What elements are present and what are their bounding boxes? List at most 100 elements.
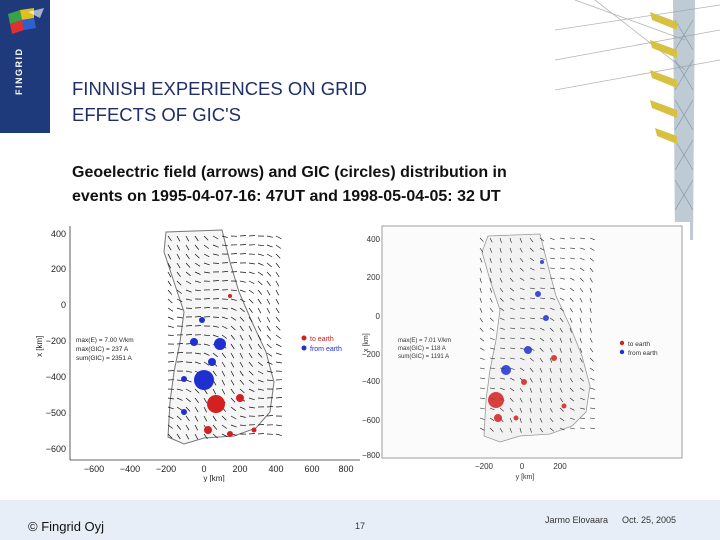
field-arrow [167,415,174,420]
field-arrow [489,357,495,360]
field-arrow [479,337,485,342]
field-arrow [275,235,282,240]
field-arrow [529,397,532,403]
field-arrow [203,235,209,241]
field-arrow [539,357,543,363]
field-arrow [539,337,545,342]
x-tick: 600 [304,464,319,474]
field-arrow [499,357,506,359]
field-arrow [539,327,545,331]
field-arrow [176,235,181,242]
field-arrow [559,277,565,280]
field-arrow [569,317,573,323]
field-arrow [509,347,516,349]
field-arrow [529,237,534,243]
field-arrow [167,298,173,304]
field-arrow [185,253,190,260]
field-arrow [212,334,219,338]
field-arrow [221,244,228,247]
field-arrow [257,334,262,341]
field-arrow [203,334,211,337]
field-arrow [230,262,238,264]
field-arrow [479,327,484,332]
field-arrow [589,397,595,400]
field-arrow [275,343,282,348]
field-arrow [489,267,492,273]
fingrid-flag-logo-icon: FINGRID [8,8,44,95]
field-arrow [176,415,182,421]
x-tick: 200 [232,464,247,474]
field-arrow [176,406,183,411]
field-arrow [185,262,191,268]
field-arrow [479,237,484,242]
field-arrow [499,427,503,433]
field-arrow [589,367,595,372]
field-arrow [176,352,184,354]
legend-from-earth: from earth [310,346,342,353]
field-arrow [559,427,565,431]
field-arrow [266,334,272,340]
field-arrow [579,307,583,313]
field-arrow [275,334,282,339]
field-arrow [509,327,516,329]
field-arrow [185,271,191,277]
field-arrow [230,379,235,386]
field-arrow [275,289,280,296]
field-arrow [230,361,235,368]
field-arrow [248,262,255,265]
field-arrow [529,407,532,413]
field-arrow [549,327,554,332]
field-arrow [221,433,228,438]
field-arrow [539,307,545,310]
x-tick: −200 [475,462,494,471]
footer-bar [0,500,720,540]
field-arrow [489,237,493,243]
field-arrow [569,327,572,333]
field-arrow [579,257,585,261]
field-arrow [176,307,183,311]
field-arrow [275,253,281,259]
x-tick: 0 [201,464,206,474]
field-arrow [529,267,535,271]
field-arrow [266,370,273,373]
field-arrow [275,388,283,390]
y-tick: 200 [51,264,66,274]
field-arrow [559,247,566,249]
field-arrow [499,267,502,273]
field-arrow [230,415,237,420]
field-arrow [257,361,263,367]
field-arrow [529,387,533,393]
y-axis-label: x [km] [35,336,44,357]
field-arrow [239,424,247,427]
field-arrow [569,387,574,392]
stat-line: max(GIC) = 118 A [398,346,446,352]
field-arrow [579,327,582,333]
field-arrow [539,237,545,242]
field-arrow [167,370,175,372]
field-arrow [539,297,546,299]
field-arrow [499,377,505,380]
field-arrow [248,334,253,341]
field-arrow [212,325,219,328]
field-arrow [549,237,555,241]
field-arrow [479,357,485,360]
field-arrow [499,337,505,340]
field-arrow [266,289,271,296]
field-arrow [489,257,492,263]
field-arrow [489,427,494,432]
field-arrow [559,347,562,353]
field-arrow [185,424,190,431]
field-arrow [539,397,542,403]
field-arrow [509,417,513,423]
field-arrow [239,406,246,410]
field-arrow [529,367,534,373]
field-arrow [167,307,174,312]
field-arrow [176,244,181,251]
field-arrow [230,397,236,403]
field-arrow [194,433,199,440]
field-arrow [499,317,505,321]
field-arrow [579,367,584,373]
field-arrow [185,244,190,251]
field-arrow [194,235,199,242]
field-arrow [479,257,483,263]
